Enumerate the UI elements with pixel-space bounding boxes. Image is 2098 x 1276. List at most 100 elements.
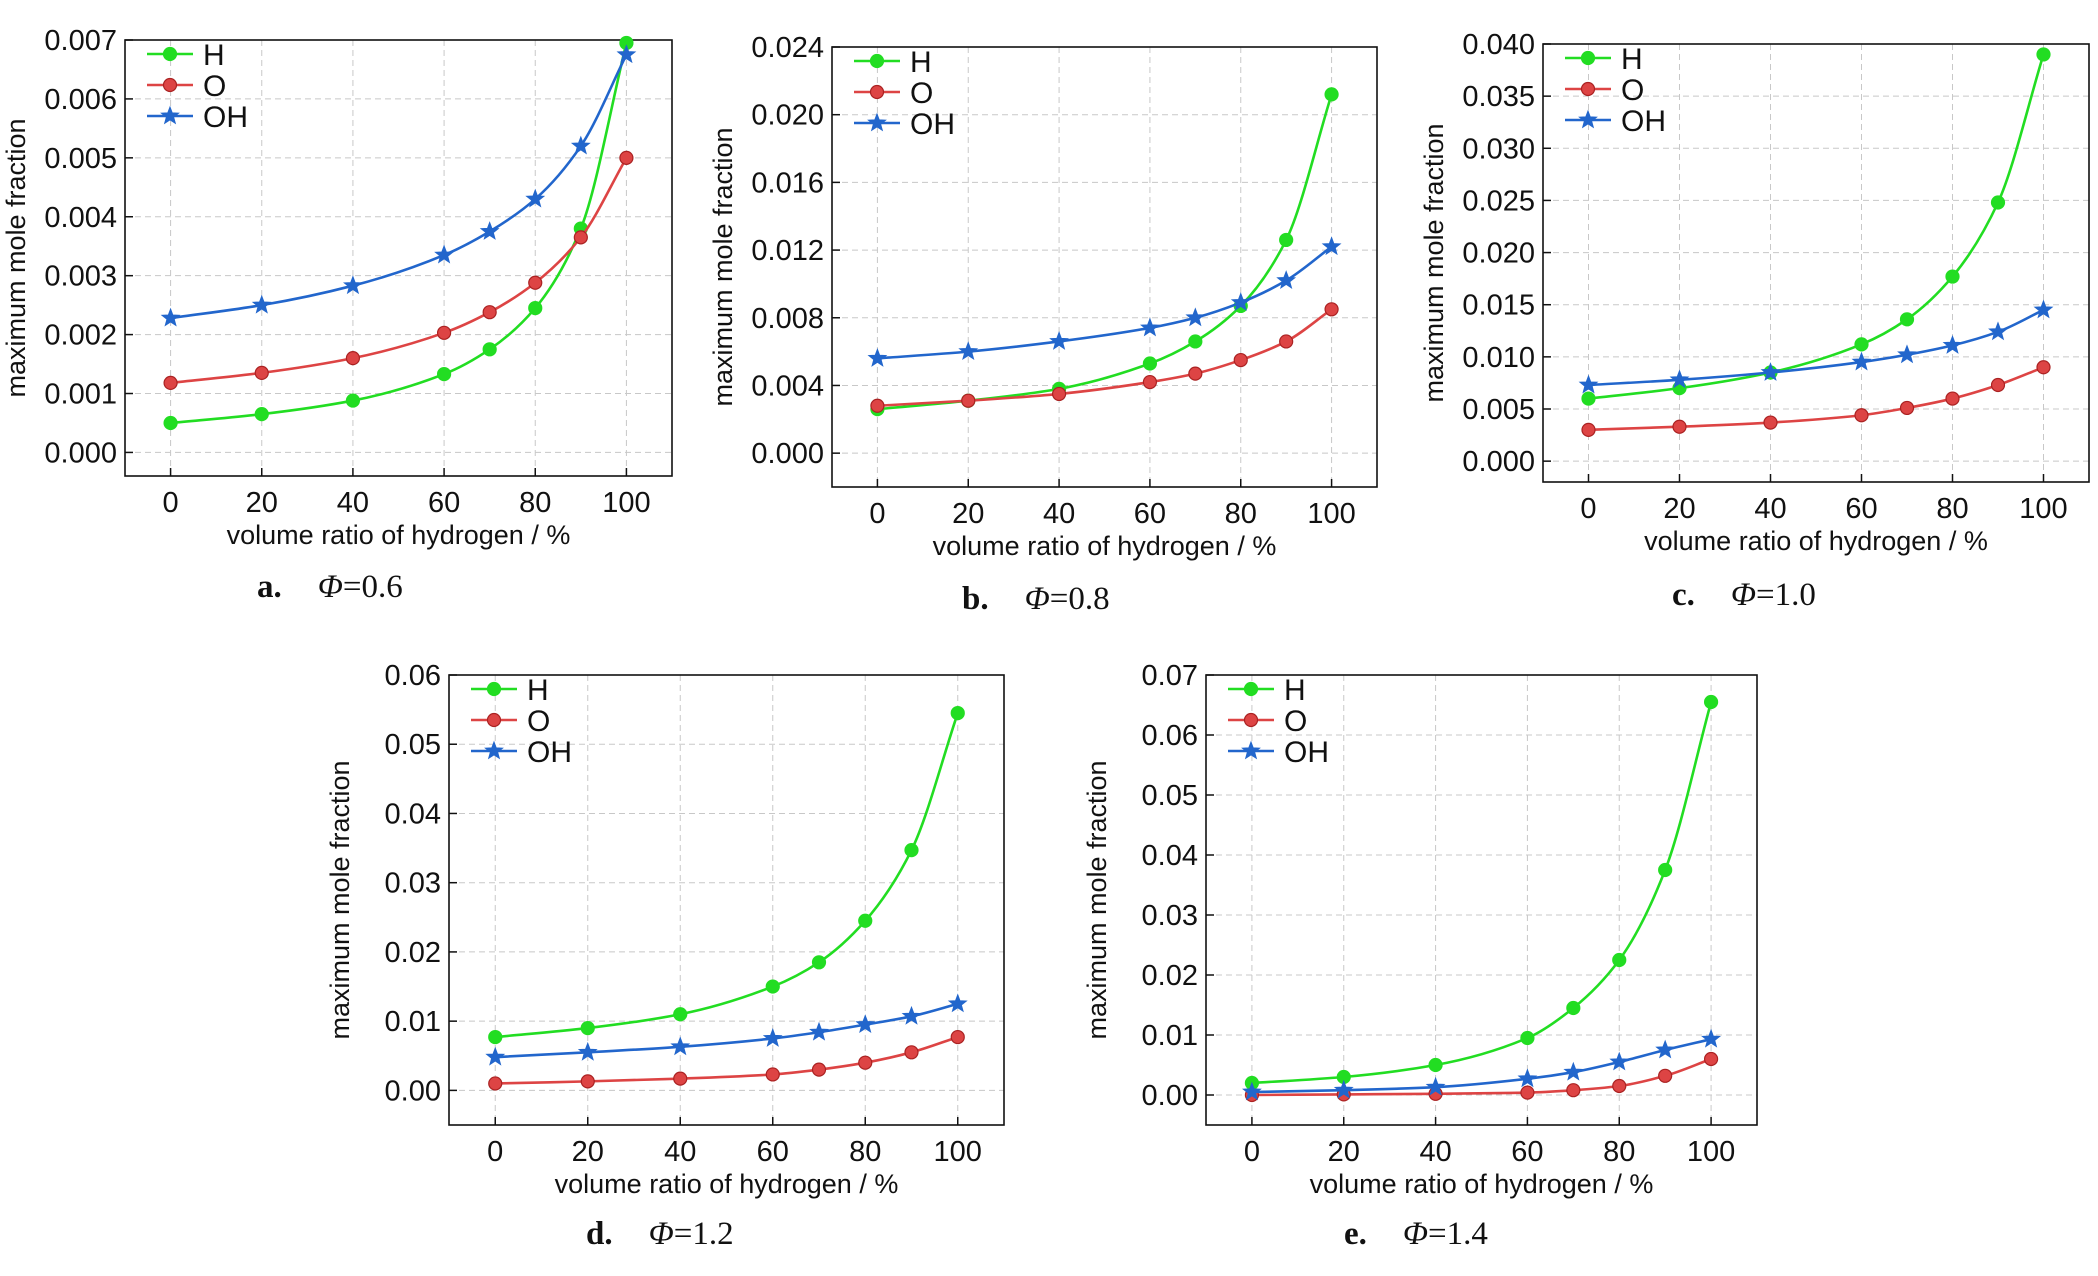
data-point-oh xyxy=(855,1014,876,1034)
plot-frame xyxy=(831,46,1378,488)
data-point-oh xyxy=(1140,317,1160,337)
data-point-o xyxy=(1899,400,1915,416)
y-tick-label: 0.05 xyxy=(1142,780,1198,812)
legend-label-o: O xyxy=(1621,74,1644,107)
legend-label-h: H xyxy=(1621,43,1643,76)
x-tick-label: 40 xyxy=(337,487,369,519)
y-tick-label: 0.00 xyxy=(385,1075,441,1107)
y-tick-label: 0.03 xyxy=(1142,900,1198,932)
y-tick-label: 0.000 xyxy=(751,438,824,470)
caption-letter: c. xyxy=(1672,577,1695,613)
data-point-oh xyxy=(1655,1039,1676,1059)
data-point-oh xyxy=(1049,331,1069,350)
legend-marker-oh xyxy=(1241,740,1261,760)
data-point-oh xyxy=(1425,1076,1446,1096)
data-point-o xyxy=(961,393,976,408)
data-point-h xyxy=(163,415,178,431)
y-tick-label: 0.010 xyxy=(1462,342,1535,374)
series-line-h xyxy=(877,93,1333,411)
y-tick-label: 0.024 xyxy=(751,32,824,64)
y-tick-label: 0.05 xyxy=(385,729,441,761)
series-line-oh xyxy=(1251,1037,1712,1094)
y-tick-label: 0.004 xyxy=(751,370,824,402)
x-tick-label: 0 xyxy=(1580,493,1596,525)
plot-frame xyxy=(448,674,1005,1126)
chart-caption: b. Φ=0.8 xyxy=(962,581,1110,617)
caption-symbol: Φ xyxy=(649,1216,674,1252)
series-line-oh xyxy=(877,245,1333,360)
legend-marker-o xyxy=(1580,81,1596,97)
legend-label-h: H xyxy=(910,46,932,79)
data-point-oh xyxy=(1942,334,1963,354)
y-axis-label: maximum mole fraction xyxy=(708,127,738,406)
data-point-o xyxy=(482,305,497,320)
x-tick-label: 100 xyxy=(602,487,650,519)
plot-frame xyxy=(124,39,673,477)
y-tick-label: 0.003 xyxy=(44,261,117,293)
caption-letter: b. xyxy=(962,581,989,617)
data-point-oh xyxy=(525,188,546,208)
legend-marker-o xyxy=(869,84,885,100)
data-point-o xyxy=(904,1045,919,1060)
series-line-oh xyxy=(170,54,628,320)
data-point-h xyxy=(1566,1000,1581,1016)
data-point-h xyxy=(254,407,269,422)
data-point-oh xyxy=(1578,374,1599,394)
y-tick-label: 0.025 xyxy=(1462,185,1535,217)
data-point-oh xyxy=(160,307,181,327)
data-point-o xyxy=(254,365,269,380)
data-point-h xyxy=(345,393,361,408)
y-axis-label: maximum mole fraction xyxy=(1419,123,1449,402)
y-tick-label: 0.06 xyxy=(1142,720,1198,752)
data-point-oh xyxy=(1760,362,1781,381)
data-point-o xyxy=(1324,302,1339,317)
data-point-o xyxy=(1612,1078,1627,1094)
x-tick-label: 60 xyxy=(757,1136,789,1168)
y-tick-label: 0.07 xyxy=(1142,660,1198,692)
chart-panel-a: 0 20 40 60 80 100 0.000 0.001 0.002 0.003 0.004 0.0… xyxy=(1,25,673,605)
data-point-oh xyxy=(809,1021,829,1041)
data-point-oh xyxy=(1185,307,1206,327)
x-axis-label: volume ratio of hydrogen / % xyxy=(1644,526,1988,556)
data-point-o xyxy=(673,1071,688,1086)
x-tick-label: 60 xyxy=(428,487,460,519)
legend-label-h: H xyxy=(1284,674,1306,707)
series-line-o xyxy=(1588,366,2044,432)
data-point-h xyxy=(2036,47,2051,62)
data-point-oh xyxy=(670,1036,691,1056)
series-line-o xyxy=(170,157,628,385)
caption-letter: e. xyxy=(1344,1216,1367,1252)
data-point-o xyxy=(1658,1068,1673,1083)
data-point-h xyxy=(436,366,452,382)
legend-label-oh: OH xyxy=(1284,736,1329,769)
chart-panel-c: 0 20 40 60 80 100 0.000 0.005 0.010 0.015 0.020 0.0… xyxy=(1419,29,2090,613)
y-tick-label: 0.02 xyxy=(1142,960,1198,992)
caption-symbol: Φ xyxy=(1731,577,1756,613)
x-tick-label: 0 xyxy=(487,1136,503,1168)
data-point-o xyxy=(1945,391,1960,406)
y-axis-label: maximum mole fraction xyxy=(1082,760,1112,1039)
x-tick-label: 40 xyxy=(1754,493,1786,525)
data-point-o xyxy=(811,1062,827,1077)
caption-value: =1.2 xyxy=(674,1216,734,1252)
y-tick-label: 0.005 xyxy=(44,143,117,175)
x-tick-label: 20 xyxy=(1663,493,1695,525)
x-tick-label: 0 xyxy=(163,487,179,519)
data-point-oh xyxy=(1563,1061,1584,1081)
x-tick-label: 80 xyxy=(519,487,551,519)
y-tick-label: 0.035 xyxy=(1462,81,1535,113)
data-point-o xyxy=(1672,419,1687,434)
data-point-o xyxy=(345,351,361,366)
x-tick-label: 100 xyxy=(2019,493,2067,525)
data-point-o xyxy=(1520,1085,1535,1100)
data-point-oh xyxy=(434,244,454,264)
series-line-h xyxy=(170,42,628,425)
data-point-h xyxy=(950,705,965,721)
legend-marker-oh xyxy=(484,740,504,760)
x-tick-label: 20 xyxy=(1328,1136,1360,1168)
data-point-oh xyxy=(867,347,888,367)
data-point-oh xyxy=(958,341,979,361)
y-tick-label: 0.005 xyxy=(1462,394,1535,426)
legend-marker-o xyxy=(162,77,178,93)
x-axis-label: volume ratio of hydrogen / % xyxy=(227,520,571,550)
